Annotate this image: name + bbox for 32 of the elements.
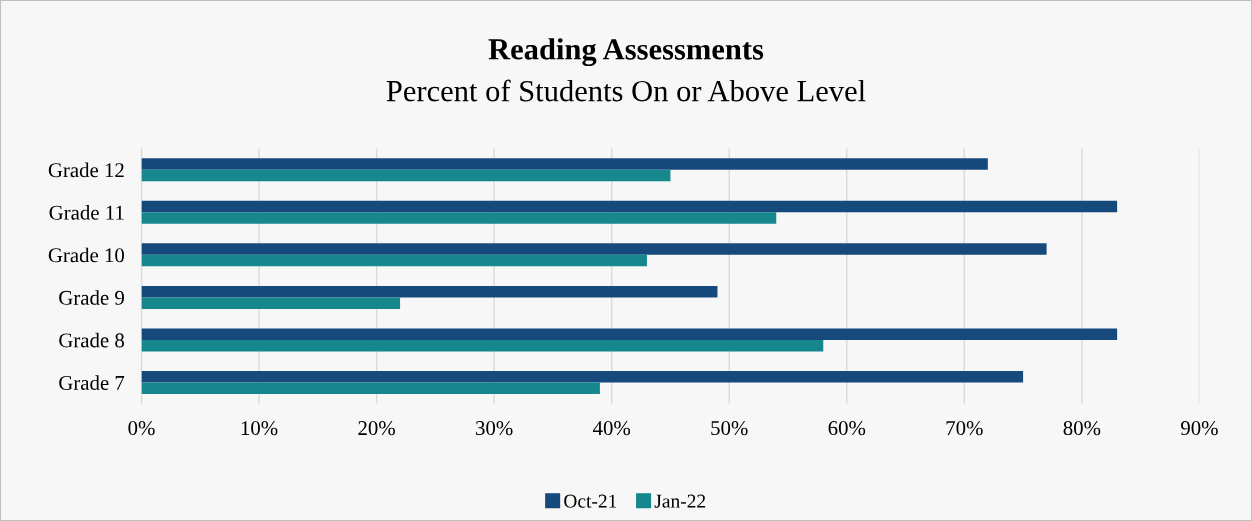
chart-subtitle: Percent of Students On or Above Level xyxy=(386,79,866,102)
bar xyxy=(141,212,777,224)
x-tick-label: 60% xyxy=(828,421,866,436)
bar xyxy=(141,285,718,298)
x-tick-label: 70% xyxy=(946,421,983,436)
bar xyxy=(141,297,401,309)
y-tick-label: Grade 10 xyxy=(48,247,125,263)
y-tick-label: Grade 12 xyxy=(48,162,124,178)
bar xyxy=(141,169,671,182)
bar xyxy=(141,382,600,394)
bar xyxy=(141,254,647,267)
y-tick-label: Grade 11 xyxy=(49,205,124,220)
chart-title: Reading Assessments xyxy=(488,38,764,67)
y-tick-label: Grade 8 xyxy=(59,332,125,348)
bar xyxy=(141,200,1118,213)
legend-label: Jan-22 xyxy=(654,494,706,508)
x-tick-label: 80% xyxy=(1063,421,1101,436)
x-tick-label: 0% xyxy=(128,421,155,436)
y-tick-label: Grade 9 xyxy=(59,290,124,305)
legend-label: Oct-21 xyxy=(564,494,617,508)
x-tick-label: 50% xyxy=(711,421,748,436)
x-tick-label: 30% xyxy=(476,421,513,436)
x-tick-label: 40% xyxy=(592,421,631,436)
bar xyxy=(141,243,1047,255)
bar xyxy=(141,339,824,352)
x-tick-label: 90% xyxy=(1180,421,1218,436)
x-tick-label: 20% xyxy=(358,421,395,436)
bar xyxy=(141,328,1118,340)
bar xyxy=(141,371,1024,383)
y-tick-label: Grade 7 xyxy=(59,375,125,390)
x-tick-label: 10% xyxy=(241,421,278,436)
bar xyxy=(141,158,988,170)
